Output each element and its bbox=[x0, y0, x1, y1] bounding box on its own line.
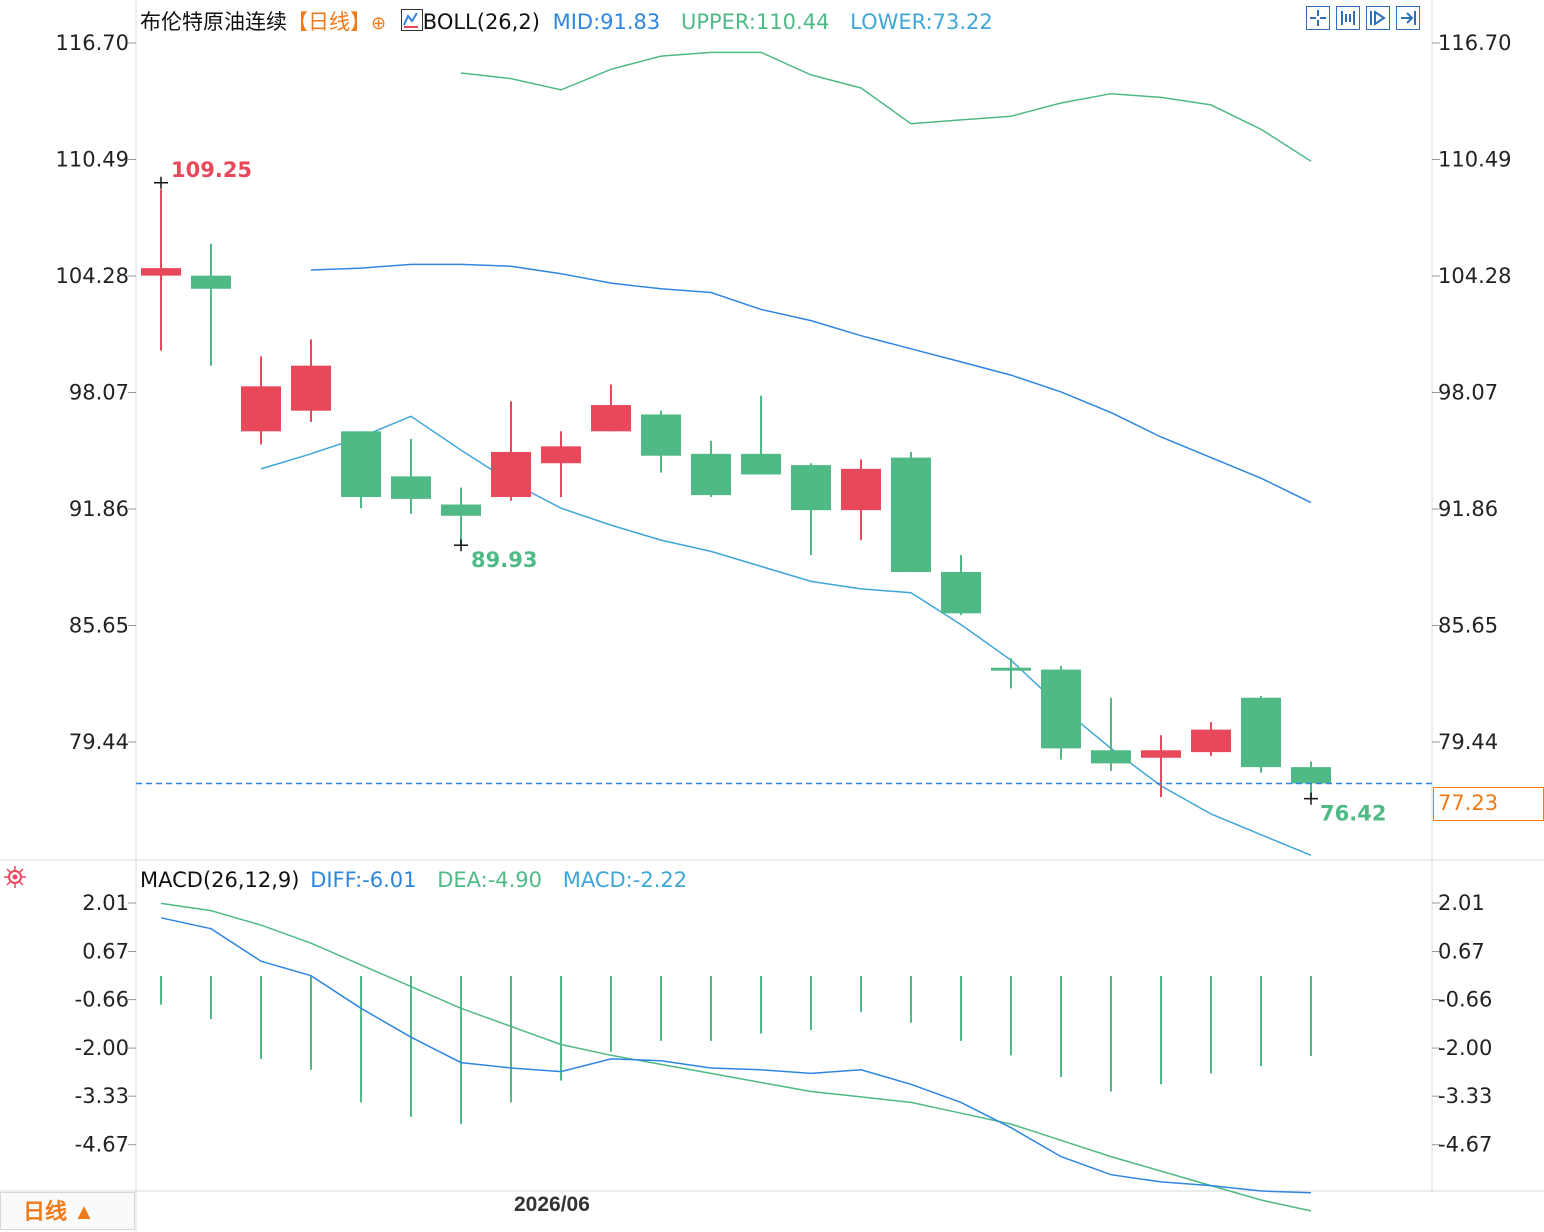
y-tick-label-left: 85.65 bbox=[69, 614, 129, 638]
boll-mid: MID:91.83 bbox=[552, 10, 661, 34]
y-tick-label-right: 98.07 bbox=[1438, 381, 1498, 405]
candle-body bbox=[791, 465, 831, 511]
boll-mid-line bbox=[310, 263, 1312, 504]
indicator-settings-icon[interactable] bbox=[2, 864, 28, 890]
settings-icon[interactable]: ⊕ bbox=[371, 13, 387, 34]
macd-tick-label-left: -2.00 bbox=[75, 1036, 129, 1060]
macd-tick-label-right: -2.00 bbox=[1438, 1036, 1492, 1060]
symbol-title: 布伦特原油连续 bbox=[140, 10, 287, 34]
candle-body bbox=[191, 275, 231, 289]
last-price-tag: 77.23 bbox=[1433, 787, 1544, 821]
y-tick-label-left: 79.44 bbox=[69, 730, 129, 754]
boll-label: BOLL(26,2) bbox=[422, 10, 540, 34]
high-annotation: 109.25 bbox=[171, 158, 252, 182]
boll-icon[interactable] bbox=[400, 9, 423, 31]
candle-body bbox=[691, 453, 731, 496]
macd-tick-label-left: -4.67 bbox=[75, 1133, 129, 1157]
macd-tick-label-right: -3.33 bbox=[1438, 1084, 1492, 1108]
macd-header: MACD(26,12,9) DIFF:-6.01 DEA:-4.90 MACD:… bbox=[140, 868, 687, 892]
y-tick-label-right: 85.65 bbox=[1438, 614, 1498, 638]
macd-dea: DEA:-4.90 bbox=[437, 868, 543, 892]
candle-body bbox=[741, 453, 781, 475]
low-annotation: 76.42 bbox=[1320, 802, 1386, 826]
y-tick-label-right: 116.70 bbox=[1438, 31, 1511, 55]
candle-body bbox=[141, 268, 181, 276]
period-tag[interactable]: 【日线】 bbox=[287, 10, 371, 34]
candle-body bbox=[641, 414, 681, 456]
diff-line bbox=[160, 917, 1312, 1194]
play-forward-icon[interactable] bbox=[1366, 6, 1390, 30]
candle-body bbox=[1091, 750, 1131, 764]
candle-body bbox=[1141, 750, 1181, 758]
macd-tick-label-right: -0.66 bbox=[1438, 988, 1492, 1012]
macd-tick-label-left: -3.33 bbox=[75, 1084, 129, 1108]
macd-tick-label-left: 2.01 bbox=[82, 891, 129, 915]
y-tick-label-left: 116.70 bbox=[56, 31, 129, 55]
candle-body bbox=[1291, 767, 1331, 784]
low-annotation: 89.93 bbox=[471, 548, 537, 572]
candle-body bbox=[1041, 669, 1081, 749]
candle-body bbox=[1241, 697, 1281, 768]
candle-body bbox=[241, 386, 281, 432]
y-tick-label-left: 104.28 bbox=[56, 264, 129, 288]
candle-body bbox=[841, 468, 881, 511]
macd-tick-label-right: -4.67 bbox=[1438, 1133, 1492, 1157]
boll-upper: UPPER:110.44 bbox=[680, 10, 830, 34]
dea-line bbox=[160, 902, 1312, 1212]
candle-body bbox=[991, 667, 1031, 671]
boll-upper-line bbox=[460, 51, 1312, 162]
candle-body bbox=[1191, 729, 1231, 753]
macd-value: MACD:-2.22 bbox=[562, 868, 688, 892]
chart-header: 布伦特原油连续【日线】⊕ BOLL(26,2) MID:91.83 UPPER:… bbox=[140, 6, 993, 36]
macd-tick-label-right: 0.67 bbox=[1438, 939, 1485, 963]
candle-body bbox=[291, 365, 331, 411]
boll-lower-line bbox=[260, 415, 1312, 856]
y-tick-label-left: 110.49 bbox=[56, 148, 129, 172]
y-tick-label-right: 110.49 bbox=[1438, 148, 1511, 172]
macd-tick-label-left: -0.66 bbox=[75, 988, 129, 1012]
crosshair-icon[interactable] bbox=[1306, 6, 1330, 30]
candle-body bbox=[541, 446, 581, 464]
y-tick-label-left: 91.86 bbox=[69, 497, 129, 521]
candle-body bbox=[891, 457, 931, 573]
y-tick-label-right: 104.28 bbox=[1438, 264, 1511, 288]
y-tick-label-right: 79.44 bbox=[1438, 730, 1498, 754]
chart-toolbar bbox=[1306, 6, 1420, 30]
candle-body bbox=[591, 405, 631, 432]
macd-label: MACD(26,12,9) bbox=[140, 868, 300, 892]
macd-tick-label-right: 2.01 bbox=[1438, 891, 1485, 915]
y-tick-label-left: 98.07 bbox=[69, 381, 129, 405]
period-button[interactable]: 日线 ▲ bbox=[0, 1192, 135, 1230]
candle-body bbox=[391, 476, 431, 499]
candle-body bbox=[341, 431, 381, 497]
candle-body bbox=[441, 504, 481, 516]
y-tick-label-right: 91.86 bbox=[1438, 497, 1498, 521]
x-axis-date-label: 2026/06 bbox=[514, 1193, 590, 1216]
macd-tick-label-left: 0.67 bbox=[82, 939, 129, 963]
macd-diff: DIFF:-6.01 bbox=[310, 868, 417, 892]
candle-body bbox=[491, 451, 531, 497]
candle-body bbox=[941, 572, 981, 614]
zoom-in-icon[interactable] bbox=[1336, 6, 1360, 30]
boll-lower: LOWER:73.22 bbox=[850, 10, 993, 34]
jump-end-icon[interactable] bbox=[1396, 6, 1420, 30]
